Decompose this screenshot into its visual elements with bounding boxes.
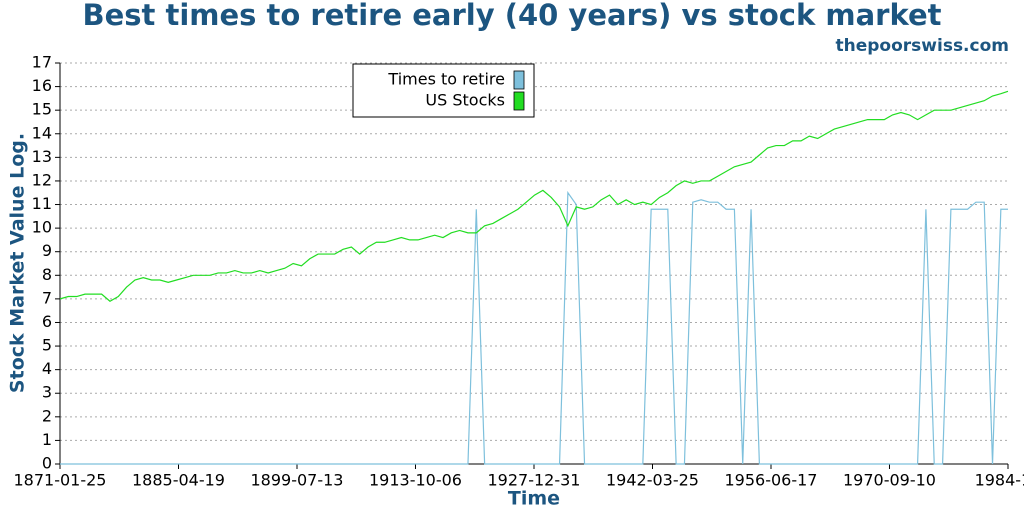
x-tick-label: 1970-09-10	[843, 471, 936, 490]
watermark: thepoorswiss.com	[836, 36, 1010, 56]
x-tick-label: 1913-10-06	[369, 471, 462, 490]
y-tick-label: 13	[32, 147, 52, 166]
y-tick-label: 3	[42, 383, 52, 402]
y-tick-label: 4	[42, 359, 52, 378]
y-tick-label: 2	[42, 406, 52, 425]
legend-label: US Stocks	[425, 91, 505, 110]
x-tick-label: 1871-01-25	[14, 471, 107, 490]
y-tick-label: 1	[42, 430, 52, 449]
y-tick-label: 0	[42, 454, 52, 473]
series-line	[60, 190, 1008, 465]
x-tick-label: 1956-06-17	[724, 471, 817, 490]
legend-label: Times to retire	[387, 70, 505, 89]
y-axis-label: Stock Market Value Log.	[7, 133, 29, 393]
y-tick-label: 9	[42, 241, 52, 260]
legend-box	[352, 63, 535, 118]
x-tick-label: 1899-07-13	[250, 471, 343, 490]
chart-title: Best times to retire early (40 years) vs…	[82, 0, 941, 32]
x-tick-label: 1927-12-31	[488, 471, 581, 490]
y-tick-label: 7	[42, 288, 52, 307]
y-tick-label: 15	[32, 100, 52, 119]
y-tick-label: 12	[32, 170, 52, 189]
y-tick-label: 17	[32, 53, 52, 72]
x-tick-label: 1984-12	[975, 471, 1024, 490]
y-tick-label: 6	[42, 312, 52, 331]
legend-swatch	[513, 91, 525, 111]
y-tick-label: 16	[32, 76, 52, 95]
y-tick-label: 8	[42, 265, 52, 284]
y-tick-label: 14	[32, 123, 52, 142]
x-tick-label: 1942-03-25	[606, 471, 699, 490]
y-tick-label: 10	[32, 218, 52, 237]
y-tick-label: 5	[42, 336, 52, 355]
x-axis-label: Time	[508, 488, 560, 510]
legend-swatch	[513, 70, 525, 90]
y-tick-label: 11	[32, 194, 52, 213]
x-tick-label: 1885-04-19	[132, 471, 225, 490]
series-line	[59, 90, 1009, 302]
